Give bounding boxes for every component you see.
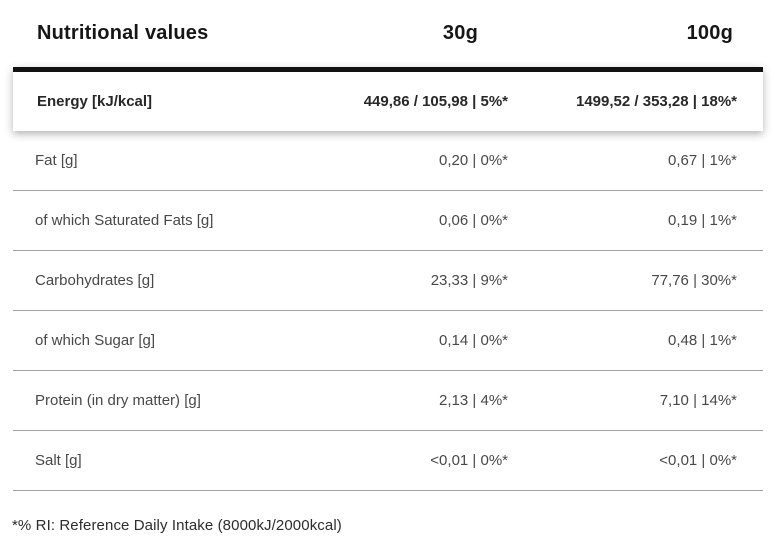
row-value-100g: 77,76 | 30%* <box>651 272 737 289</box>
row-value-100g: <0,01 | 0%* <box>659 452 737 469</box>
table-row: of which Saturated Fats [g] 0,06 | 0%* 0… <box>13 191 763 251</box>
table-row: of which Sugar [g] 0,14 | 0%* 0,48 | 1%* <box>13 311 763 371</box>
table-title: Nutritional values <box>37 22 209 44</box>
row-value-100g: 0,48 | 1%* <box>668 332 737 349</box>
row-label: Fat [g] <box>35 152 78 169</box>
row-label: Carbohydrates [g] <box>35 272 155 289</box>
table-body: Fat [g] 0,20 | 0%* 0,67 | 1%* of which S… <box>13 131 763 491</box>
row-value-100g: 1499,52 / 353,28 | 18%* <box>576 93 737 110</box>
row-label: of which Sugar [g] <box>35 332 156 349</box>
table-row: Salt [g] <0,01 | 0%* <0,01 | 0%* <box>13 431 763 491</box>
row-label: Salt [g] <box>35 452 82 469</box>
row-value-100g: 0,19 | 1%* <box>668 212 737 229</box>
table-row: Protein (in dry matter) [g] 2,13 | 4%* 7… <box>13 371 763 431</box>
row-value-30g: <0,01 | 0%* <box>430 452 508 469</box>
row-value-30g: 0,06 | 0%* <box>439 212 508 229</box>
row-value-100g: 0,67 | 1%* <box>668 152 737 169</box>
energy-highlight-row: Energy [kJ/kcal] 449,86 / 105,98 | 5%* 1… <box>13 67 763 131</box>
table-row: Fat [g] 0,20 | 0%* 0,67 | 1%* <box>13 131 763 191</box>
reference-intake-footnote: *% RI: Reference Daily Intake (8000kJ/20… <box>12 517 342 534</box>
row-value-30g: 0,14 | 0%* <box>439 332 508 349</box>
row-value-30g: 2,13 | 4%* <box>439 392 508 409</box>
row-label: of which Saturated Fats [g] <box>35 212 214 229</box>
row-label: Protein (in dry matter) [g] <box>35 392 201 409</box>
row-value-30g: 449,86 / 105,98 | 5%* <box>363 93 508 110</box>
row-value-100g: 7,10 | 14%* <box>659 392 737 409</box>
row-value-30g: 0,20 | 0%* <box>439 152 508 169</box>
column-header-30g: 30g <box>442 22 478 44</box>
column-header-100g: 100g <box>686 22 733 44</box>
table-header-row: Nutritional values 30g 100g <box>13 0 763 67</box>
row-value-30g: 23,33 | 9%* <box>430 272 508 289</box>
row-label: Energy [kJ/kcal] <box>37 93 153 110</box>
table-row: Carbohydrates [g] 23,33 | 9%* 77,76 | 30… <box>13 251 763 311</box>
